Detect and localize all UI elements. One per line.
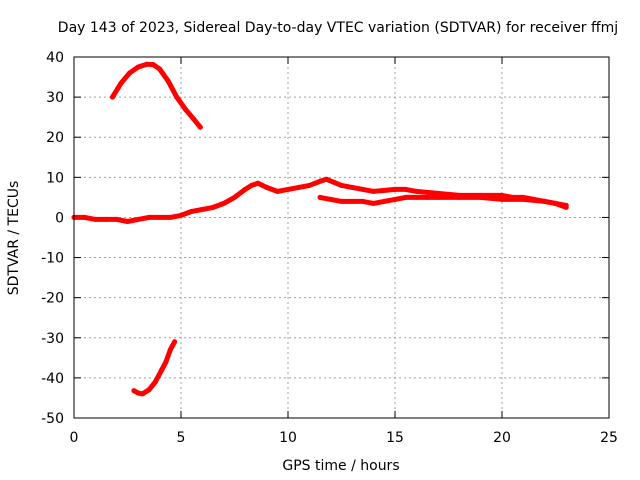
y-tick-label: 0	[55, 210, 64, 226]
data-point-upper-arc	[197, 124, 203, 130]
data-point-secondary-track	[563, 204, 569, 210]
plot-frame	[73, 56, 610, 419]
data-point-upper-arc	[165, 78, 171, 84]
data-point-main-track	[371, 188, 377, 194]
x-axis-label: GPS time / hours	[282, 458, 399, 474]
data-point-main-track	[264, 184, 270, 190]
data-point-main-track	[296, 184, 302, 190]
data-point-upper-arc	[110, 94, 115, 100]
data-point-lower-arc	[159, 367, 165, 373]
x-tick-label: 15	[386, 430, 404, 446]
data-point-main-track	[435, 190, 441, 196]
data-point-main-track	[306, 182, 312, 188]
data-point-main-track	[339, 182, 344, 188]
data-point-main-track	[167, 214, 173, 220]
data-point-main-track	[403, 186, 409, 192]
grid-lines	[74, 57, 609, 418]
y-tick-label: -10	[41, 251, 64, 267]
data-point-secondary-track	[413, 194, 419, 200]
data-point-main-track	[392, 186, 398, 192]
data-point-upper-arc	[157, 66, 163, 72]
data-point-main-track	[274, 188, 280, 194]
data-point-main-track	[103, 216, 109, 222]
data-point-secondary-track	[339, 198, 344, 204]
y-tick-label: -40	[41, 371, 64, 387]
data-point-upper-arc	[135, 64, 141, 70]
data-point-upper-arc	[191, 116, 197, 122]
data-point-secondary-track	[328, 196, 334, 202]
x-tick-label: 20	[493, 430, 511, 446]
data-point-main-track	[189, 208, 195, 214]
data-point-secondary-track	[456, 194, 462, 200]
data-point-upper-arc	[118, 80, 124, 86]
data-point-secondary-track	[349, 198, 355, 204]
data-point-secondary-track	[392, 196, 398, 202]
data-point-secondary-track	[317, 194, 323, 200]
y-tick-label: 10	[46, 170, 64, 186]
data-point-secondary-track	[520, 196, 526, 202]
data-point-main-track	[199, 206, 205, 212]
data-point-main-track	[242, 186, 248, 192]
x-tick-label: 5	[177, 430, 186, 446]
data-point-secondary-track	[403, 194, 409, 200]
data-point-lower-arc	[167, 347, 173, 353]
data-point-secondary-track	[360, 198, 366, 204]
y-tick-label: 40	[46, 50, 64, 66]
data-point-main-track	[317, 178, 323, 184]
data-point-upper-arc	[150, 62, 156, 68]
data-point-main-track	[157, 214, 163, 220]
data-point-main-track	[92, 216, 98, 222]
plot-data	[71, 61, 569, 397]
data-point-secondary-track	[435, 194, 441, 200]
data-point-main-track	[349, 184, 355, 190]
data-point-upper-arc	[127, 70, 133, 76]
data-point-main-track	[210, 204, 216, 210]
y-tick-label: 20	[46, 130, 64, 146]
data-point-lower-arc	[172, 339, 178, 345]
data-point-secondary-track	[478, 194, 484, 200]
y-tick-label: -20	[41, 291, 64, 307]
data-point-main-track	[255, 180, 261, 186]
data-point-secondary-track	[381, 198, 387, 204]
data-point-secondary-track	[553, 200, 558, 206]
data-point-main-track	[135, 216, 141, 222]
data-point-lower-arc	[152, 379, 158, 385]
data-point-main-track	[178, 212, 184, 218]
y-axis-label: SDTVAR / TECUs	[6, 181, 22, 296]
data-point-upper-arc	[144, 61, 150, 67]
data-point-secondary-track	[424, 194, 430, 200]
x-tick-label: 10	[279, 430, 297, 446]
data-point-main-track	[249, 182, 255, 188]
data-point-secondary-track	[371, 200, 377, 206]
data-point-lower-arc	[146, 387, 152, 393]
data-point-lower-arc	[135, 390, 141, 396]
data-point-main-track	[285, 186, 291, 192]
data-point-upper-arc	[174, 94, 180, 100]
data-point-secondary-track	[542, 198, 548, 204]
y-tick-label: -30	[41, 331, 64, 347]
data-point-upper-arc	[182, 106, 188, 112]
data-point-main-track	[114, 216, 120, 222]
data-point-main-track	[499, 192, 505, 198]
data-point-main-track	[221, 200, 227, 206]
data-point-main-track	[413, 188, 419, 194]
data-point-main-track	[146, 214, 152, 220]
y-tick-label: -50	[41, 411, 64, 427]
data-point-main-track	[324, 176, 329, 182]
data-point-lower-arc	[140, 391, 145, 397]
y-tick-label: 30	[46, 90, 64, 106]
data-point-main-track	[125, 219, 130, 224]
x-tick-label: 0	[70, 430, 79, 446]
x-tick-label: 25	[600, 430, 618, 446]
data-point-lower-arc	[163, 359, 169, 365]
chart-title: Day 143 of 2023, Sidereal Day-to-day VTE…	[58, 20, 618, 36]
data-point-lower-arc	[131, 388, 137, 394]
data-point-main-track	[82, 214, 88, 220]
tick-labels: 0 5 10 15 20 25 -50 -40 -30 -20 -10 0 10 20 30 40	[41, 50, 618, 446]
data-point-secondary-track	[499, 196, 505, 202]
data-point-main-track	[232, 194, 237, 200]
